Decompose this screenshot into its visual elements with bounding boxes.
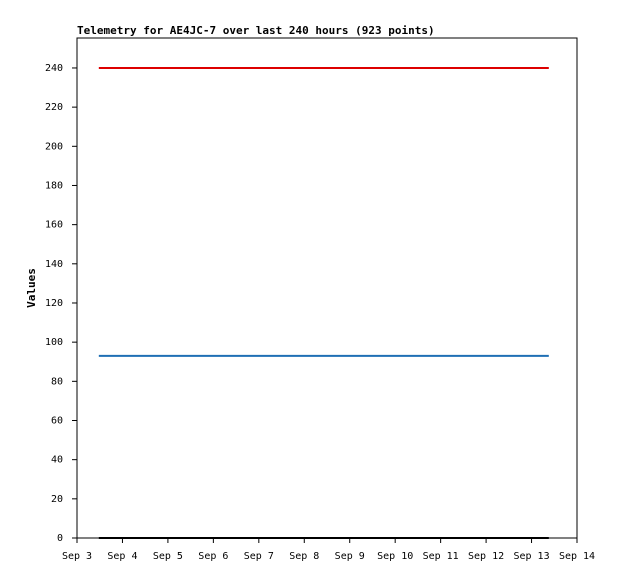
- y-tick-label: 0: [57, 533, 63, 544]
- y-axis-label: Values: [25, 268, 38, 308]
- y-tick-label: 80: [51, 376, 63, 387]
- y-tick-label: 20: [51, 494, 63, 505]
- x-tick-label: Sep 7: [244, 551, 274, 562]
- y-tick-label: 200: [45, 141, 63, 152]
- y-tick-label: 60: [51, 415, 63, 426]
- y-tick-label: 240: [45, 63, 63, 74]
- y-tick-label: 40: [51, 455, 63, 466]
- y-tick-label: 180: [45, 180, 63, 191]
- x-tick-label: Sep 11: [423, 551, 459, 562]
- x-tick-label: Sep 9: [335, 551, 365, 562]
- y-tick-label: 140: [45, 259, 63, 270]
- y-tick-label: 120: [45, 298, 63, 309]
- x-tick-label: Sep 4: [107, 551, 137, 562]
- x-tick-label: Sep 10: [377, 551, 413, 562]
- y-tick-label: 100: [45, 337, 63, 348]
- x-tick-label: Sep 8: [289, 551, 319, 562]
- x-tick-label: Sep 3: [62, 551, 92, 562]
- chart-title: Telemetry for AE4JC-7 over last 240 hour…: [77, 24, 435, 37]
- plot-frame: [76, 37, 578, 539]
- x-tick-label: Sep 13: [513, 551, 549, 562]
- x-tick-label: Sep 6: [198, 551, 228, 562]
- x-tick-label: Sep 12: [468, 551, 504, 562]
- x-tick-label: Sep 14: [559, 551, 595, 562]
- y-tick-label: 220: [45, 102, 63, 113]
- y-tick-label: 160: [45, 220, 63, 231]
- x-tick-label: Sep 5: [153, 551, 183, 562]
